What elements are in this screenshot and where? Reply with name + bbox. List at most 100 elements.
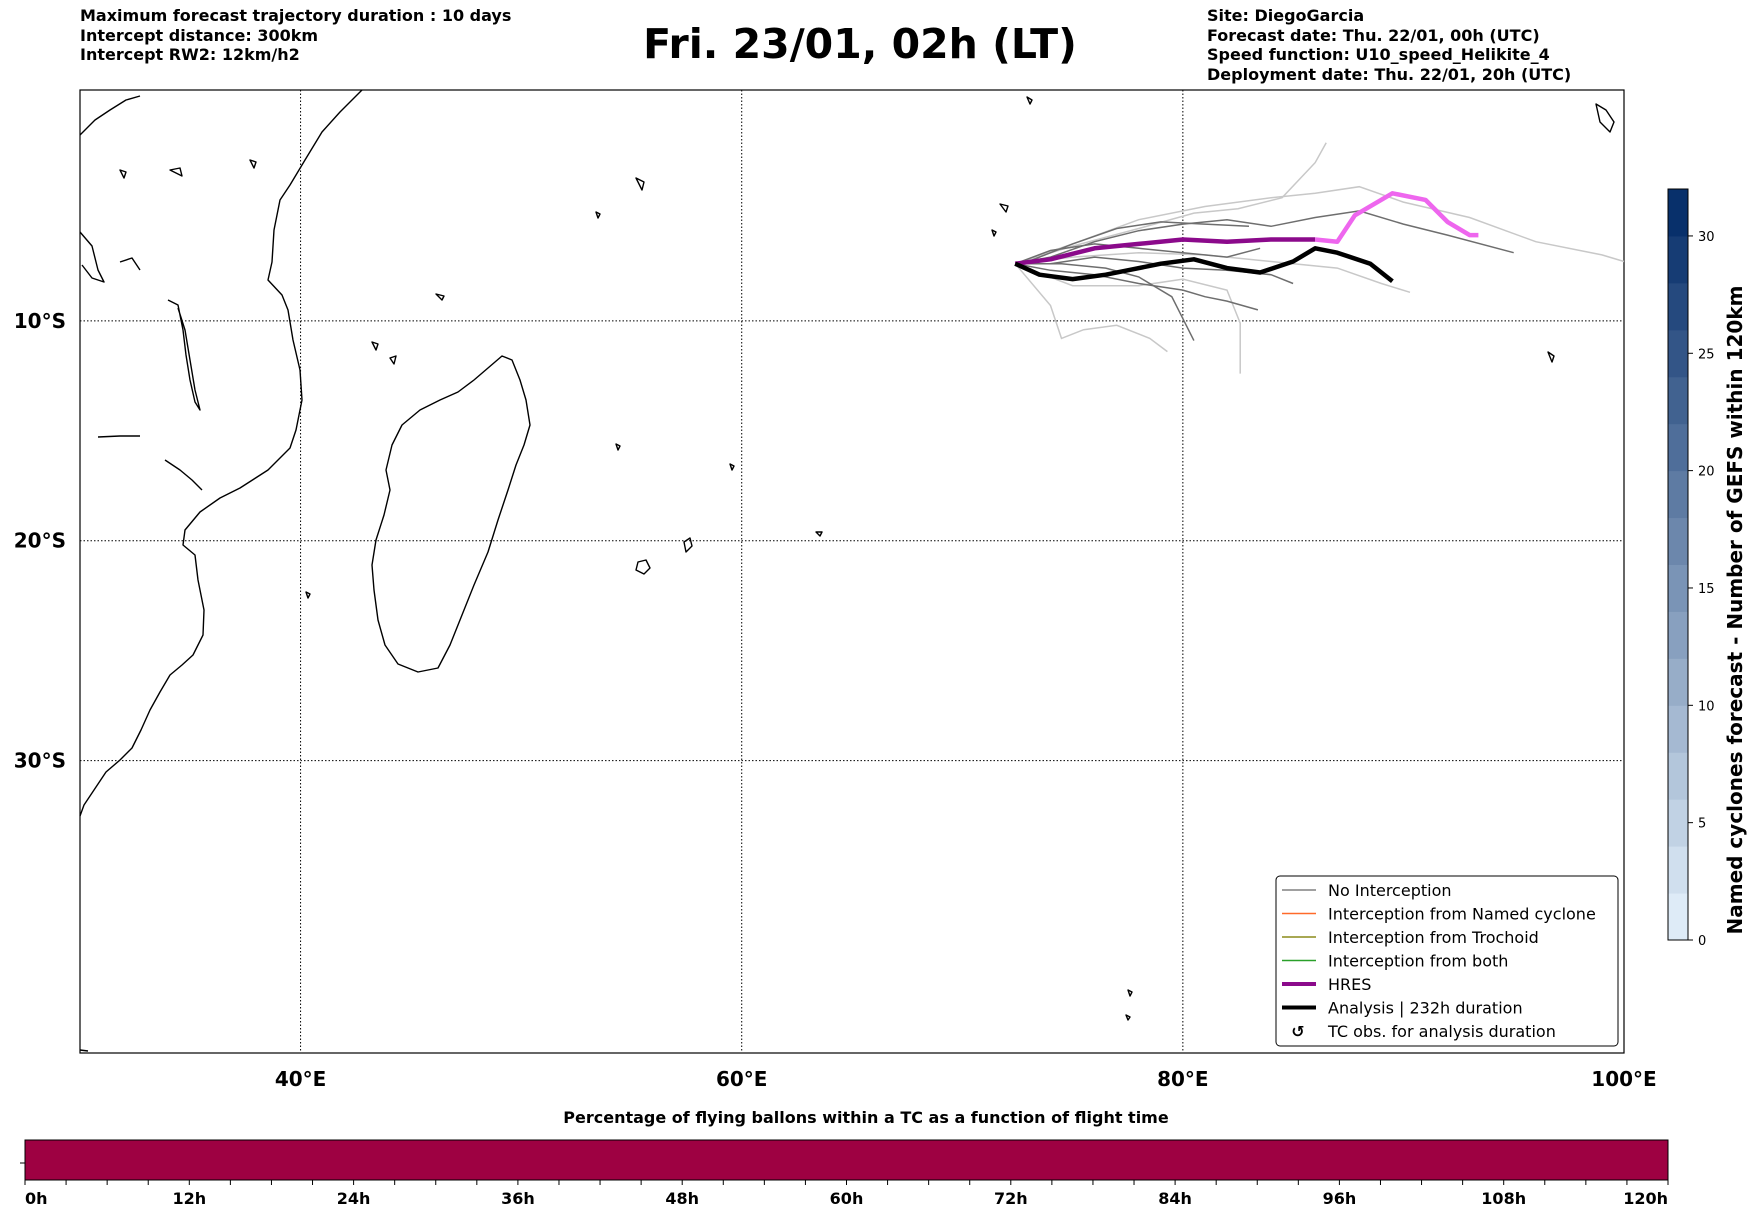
bottom-colorbar-tick-label: 72h xyxy=(994,1189,1028,1208)
mauritius-island xyxy=(683,537,693,553)
colorbar-band xyxy=(1668,564,1688,612)
intercept-rw2-text: Intercept RW2: 12km/h2 xyxy=(80,45,300,64)
bottom-colorbar-tick-label: 24h xyxy=(337,1189,371,1208)
bottom-colorbar-tick-label: 48h xyxy=(665,1189,699,1208)
south-corner-island xyxy=(79,1049,89,1052)
legend-label: Interception from both xyxy=(1328,952,1508,971)
colorbar-band xyxy=(1668,189,1688,237)
colorbar-band xyxy=(1668,658,1688,706)
sri-lanka-fragment xyxy=(1595,103,1615,133)
aldabra-island xyxy=(435,293,445,301)
arabian-island-2 xyxy=(169,167,183,177)
reunion-island xyxy=(635,559,651,575)
rift-lake-3 xyxy=(164,459,203,491)
mascarene-island xyxy=(999,203,1009,213)
lat-tick-label: 30°S xyxy=(14,749,66,773)
colorbar-tick-label: 15 xyxy=(1698,582,1715,597)
arabian-island-3 xyxy=(249,159,257,169)
ensemble-light-trajectory xyxy=(1014,142,1327,265)
comoros-island-2 xyxy=(389,355,397,365)
bottom-colorbar-tick-label: 96h xyxy=(1323,1189,1357,1208)
colorbar-tick-label: 30 xyxy=(1698,230,1715,245)
legend-label: TC obs. for analysis duration xyxy=(1327,1022,1556,1041)
header-left-info: Maximum forecast trajectory duration : 1… xyxy=(80,6,511,65)
colorbar-band xyxy=(1668,423,1688,472)
seychelles-island-2 xyxy=(595,211,601,219)
header-right-info: Site: DiegoGarcia Forecast date: Thu. 22… xyxy=(1207,6,1571,84)
colorbar-band xyxy=(1668,329,1688,378)
analysis-trajectory xyxy=(1014,246,1394,284)
colorbar-frame xyxy=(1667,188,1689,941)
north-coast-fragment xyxy=(79,95,141,136)
colorbar-band xyxy=(1668,893,1688,941)
max-duration-text: Maximum forecast trajectory duration : 1… xyxy=(80,6,512,25)
bottom-colorbar-tick-label: 60h xyxy=(830,1189,864,1208)
title-text: Fri. 23/01, 02h (LT) xyxy=(643,20,1077,68)
north-coast-fragment-2 xyxy=(79,231,105,283)
colorbar-band xyxy=(1668,799,1688,847)
seychelles-island-1 xyxy=(635,177,645,191)
map-axis-ticks: 40°E 60°E 80°E 100°E 10°S 20°S 30°S xyxy=(14,309,1657,1091)
legend-label: HRES xyxy=(1328,975,1371,994)
legend-label: Interception from Trochoid xyxy=(1328,928,1539,947)
madagascar-coastline xyxy=(371,355,531,673)
ensemble-light-trajectories xyxy=(1014,142,1625,374)
cyclone-symbol-icon: ↺ xyxy=(1291,1022,1304,1041)
ensemble-light-trajectory xyxy=(1014,263,1168,353)
colorbar-band xyxy=(1668,282,1688,331)
colorbar-band xyxy=(1668,470,1688,519)
chagos-island xyxy=(991,229,997,237)
st-paul-island xyxy=(1125,1014,1131,1021)
deployment-date-text: Deployment date: Thu. 22/01, 20h (UTC) xyxy=(1207,64,1572,84)
hres-trajectory xyxy=(1014,237,1316,266)
colorbar-band xyxy=(1668,846,1688,894)
map-title: Fri. 23/01, 02h (LT) xyxy=(0,20,1720,68)
hres-trajectory-tail xyxy=(1314,191,1479,244)
legend-label: Analysis | 232h duration xyxy=(1328,999,1523,1018)
lon-tick-label: 80°E xyxy=(1157,1067,1209,1091)
colorbar-tick-label: 20 xyxy=(1698,465,1715,480)
ensemble-trajectory xyxy=(1014,243,1261,265)
intercept-distance-text: Intercept distance: 300km xyxy=(80,25,319,45)
colorbar-tick-label: 0 xyxy=(1698,934,1706,949)
bottom-colorbar-tick-label: 36h xyxy=(501,1189,535,1208)
map-legend: No Interception Interception from Named c… xyxy=(1275,875,1619,1047)
right-colorbar: 0 5 10 15 20 25 30 xyxy=(1667,188,1715,949)
map-panel: 40°E 60°E 80°E 100°E 10°S 20°S 30°S No Interce… xyxy=(14,89,1657,1091)
lat-tick-label: 20°S xyxy=(14,529,66,553)
gridlines xyxy=(80,90,1624,1053)
lon-tick-label: 60°E xyxy=(716,1067,768,1091)
rift-lake-4 xyxy=(119,257,141,271)
colorbar-tick-label: 10 xyxy=(1698,699,1715,714)
arabian-island-1 xyxy=(119,169,127,179)
lat-tick-label: 10°S xyxy=(14,309,66,333)
colorbar-band xyxy=(1668,235,1688,284)
coastlines xyxy=(79,89,1615,1052)
colorbar-band xyxy=(1668,517,1688,565)
lon-tick-label: 100°E xyxy=(1591,1067,1656,1091)
amsterdam-island xyxy=(1127,989,1133,997)
ensemble-light-trajectory xyxy=(1014,262,1241,374)
agalega-island xyxy=(615,443,621,451)
right-colorbar-label: Named cyclones forecast - Number of GEFS… xyxy=(1723,286,1747,935)
hres-analysis-trajectories xyxy=(1014,191,1479,284)
cargados-island xyxy=(729,463,735,471)
africa-coastline xyxy=(79,89,363,817)
ensemble-light-trajectory xyxy=(1014,185,1625,265)
colorbar-tick-label: 5 xyxy=(1698,817,1706,832)
rift-lake-2 xyxy=(97,435,140,438)
ensemble-light-trajectory xyxy=(1015,251,1411,294)
bottom-colorbar-tick-label: 12h xyxy=(172,1189,206,1208)
rift-lake-1 xyxy=(167,299,201,411)
site-text: Site: DiegoGarcia xyxy=(1207,6,1365,25)
bottom-colorbar-fill xyxy=(24,1139,1669,1181)
maldives-island xyxy=(1026,96,1033,105)
legend-box xyxy=(1275,875,1619,1047)
rodrigues-island xyxy=(815,531,823,537)
mozambique-channel-island xyxy=(305,591,311,599)
bottom-colorbar-tick-label: 120h xyxy=(1623,1189,1668,1208)
colorbar-band xyxy=(1668,752,1688,800)
bottom-colorbar-ticks: 0h 12h 24h 36h 48h 60h 72h 84h 96h 108h 120h xyxy=(24,1180,1669,1208)
lon-tick-label: 40°E xyxy=(275,1067,327,1091)
legend-label: No Interception xyxy=(1328,881,1452,900)
